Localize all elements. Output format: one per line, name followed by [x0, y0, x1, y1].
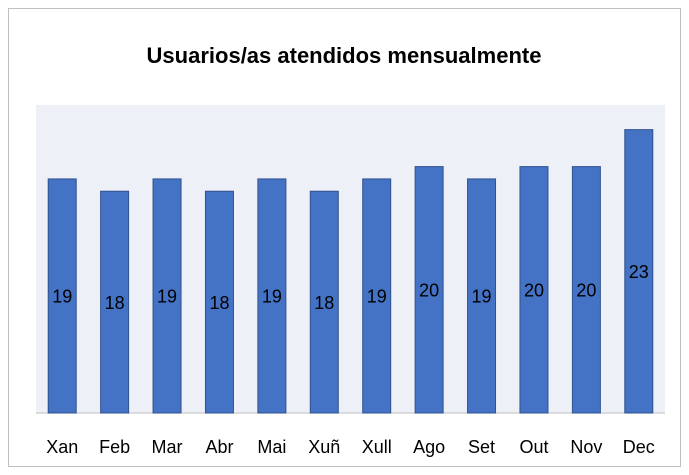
x-tick-label: Xan [46, 437, 78, 457]
x-tick-label: Set [468, 437, 495, 457]
plot-area [36, 105, 665, 413]
data-label: 19 [367, 287, 387, 307]
data-label: 18 [105, 293, 125, 313]
x-tick-label: Feb [99, 437, 130, 457]
bar [47, 178, 77, 414]
bar [362, 178, 392, 414]
x-tick-label: Ago [413, 437, 445, 457]
data-label: 19 [157, 287, 177, 307]
bar [467, 178, 497, 414]
x-tick-label: Mai [257, 437, 286, 457]
bar [100, 190, 130, 414]
bar [152, 178, 182, 414]
x-tick-label: Mar [152, 437, 183, 457]
data-label: 20 [576, 281, 596, 301]
data-label: 18 [209, 293, 229, 313]
bar [309, 190, 339, 414]
x-tick-label: Dec [623, 437, 655, 457]
bar [257, 178, 287, 414]
bar [571, 166, 601, 414]
data-label: 19 [262, 287, 282, 307]
x-tick-label: Abr [205, 437, 233, 457]
x-tick-label: Xull [362, 437, 392, 457]
bar [519, 166, 549, 414]
data-label: 23 [629, 262, 649, 282]
data-label: 20 [524, 281, 544, 301]
x-tick-label: Out [519, 437, 548, 457]
bar [624, 129, 654, 414]
chart-title: Usuarios/as atendidos mensualmente [147, 43, 542, 68]
data-label: 19 [472, 287, 492, 307]
x-tick-label: Xuñ [308, 437, 340, 457]
x-tick-label: Nov [570, 437, 602, 457]
data-label: 18 [314, 293, 334, 313]
data-label: 19 [52, 287, 72, 307]
data-label: 20 [419, 281, 439, 301]
bar [204, 190, 234, 414]
bar [414, 166, 444, 414]
